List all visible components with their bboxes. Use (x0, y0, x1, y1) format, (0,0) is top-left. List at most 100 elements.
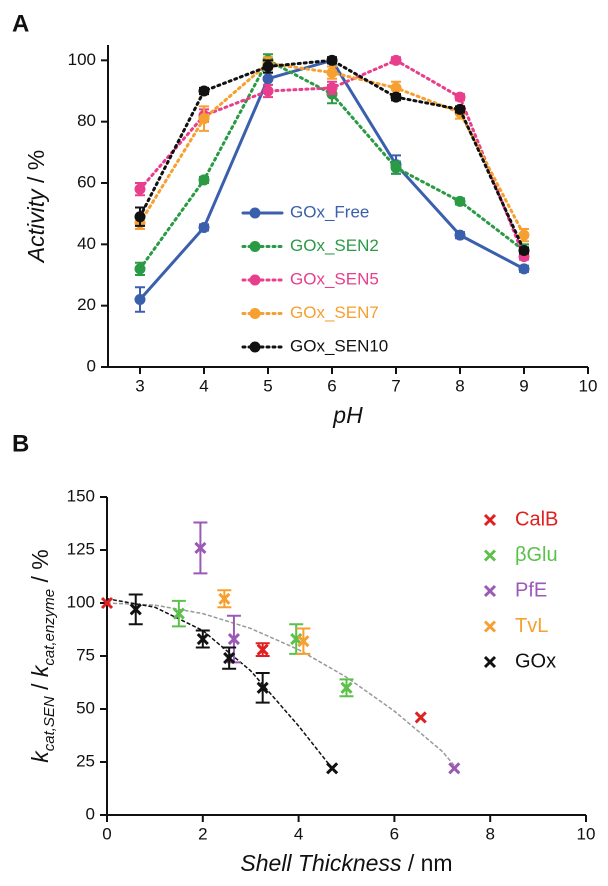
data-point (262, 85, 274, 97)
data-point (256, 681, 269, 694)
data-point (448, 762, 461, 775)
data-point (518, 244, 530, 256)
y-tick-label: 50 (76, 698, 95, 717)
axis-title-part: k (27, 664, 53, 677)
data-point (326, 54, 338, 66)
axis-title-part: / (27, 677, 53, 696)
legend-label: TvL (515, 615, 548, 637)
data-point (390, 82, 402, 94)
data-point (218, 592, 231, 605)
axis-title-part: cat,enzyme (41, 589, 58, 666)
data-point (227, 632, 240, 646)
data-point (172, 607, 185, 620)
y-tick-label: 40 (77, 234, 96, 253)
data-point (390, 162, 402, 174)
legend-marker (483, 655, 497, 669)
y-tick-label: 150 (67, 486, 95, 505)
y-tick-label: 60 (77, 172, 96, 191)
data-point (198, 221, 210, 233)
x-tick-label: 9 (519, 376, 528, 395)
data-point (518, 229, 530, 241)
axis-title-part: / % (23, 150, 49, 190)
data-point (198, 174, 210, 186)
data-point (134, 183, 146, 195)
data-point (414, 711, 427, 724)
legend-label: CalB (515, 508, 558, 530)
legend-label: βGlu (515, 544, 558, 566)
x-tick-label: 7 (391, 376, 400, 395)
legend-marker (249, 241, 261, 252)
data-point (326, 67, 338, 79)
data-point (129, 603, 142, 616)
data-point (223, 652, 236, 665)
data-point (454, 91, 466, 103)
x-tick-label: 6 (327, 376, 336, 395)
x-tick-label: 2 (198, 824, 207, 843)
legend-marker (483, 549, 497, 562)
data-point (198, 85, 210, 97)
data-point (297, 635, 310, 648)
y-tick-label: 125 (67, 539, 95, 558)
x-tick-label: 4 (294, 824, 303, 843)
legend-label: GOx_Free (290, 202, 369, 221)
x-tick-label: 4 (199, 376, 208, 395)
legend-label: GOx_SEN5 (290, 269, 379, 288)
axis-title-part: Activity (23, 188, 49, 264)
axis-title: Shell Thickness / nm (240, 850, 452, 876)
data-point (326, 82, 338, 94)
fit-curve (106, 602, 458, 769)
legend-marker (483, 584, 497, 598)
data-point (340, 681, 353, 694)
x-tick-label: 10 (577, 824, 596, 843)
data-point (454, 229, 466, 241)
legend-label: GOx_SEN10 (290, 336, 388, 355)
data-point (326, 762, 339, 775)
x-tick-label: 8 (485, 824, 494, 843)
legend-label: GOx_SEN7 (290, 303, 379, 322)
legend-marker (249, 207, 261, 219)
data-point (262, 73, 274, 85)
axis-title-part: / % (27, 549, 53, 589)
legend-label: GOx (515, 650, 556, 672)
axis-title: kcat,SEN / kcat,enzyme / % (27, 549, 58, 763)
legend-marker (483, 513, 497, 527)
legend-marker (249, 274, 261, 286)
data-point (134, 294, 146, 306)
y-tick-label: 75 (76, 645, 95, 664)
y-tick-label: 100 (68, 50, 96, 69)
data-point (518, 263, 530, 275)
y-tick-label: 20 (77, 295, 96, 314)
axis-title-part: cat,SEN (41, 696, 58, 751)
y-tick-label: 100 (67, 592, 95, 611)
x-tick-label: 8 (455, 376, 464, 395)
data-point (134, 211, 146, 223)
y-tick-label: 0 (87, 356, 96, 375)
panel-label: A (12, 10, 29, 37)
y-tick-label: 0 (86, 804, 95, 823)
axis-title-part: / nm (401, 850, 452, 876)
x-tick-label: 3 (135, 376, 144, 395)
data-point (262, 60, 274, 72)
axis-title-part: k (27, 750, 53, 763)
legend-label: GOx_SEN2 (290, 236, 379, 255)
legend-marker (249, 308, 261, 319)
panel-label: B (12, 430, 29, 457)
x-tick-label: 6 (390, 824, 399, 843)
legend-label: PfE (515, 579, 547, 601)
data-point (194, 541, 207, 554)
x-tick-label: 0 (102, 824, 111, 843)
data-point (454, 195, 466, 207)
axis-title-part: Shell Thickness (240, 850, 402, 876)
y-tick-label: 25 (76, 751, 95, 770)
data-point (198, 113, 210, 125)
data-point (196, 632, 209, 646)
data-point (134, 263, 146, 275)
y-tick-label: 80 (77, 111, 96, 130)
data-point (390, 54, 402, 66)
legend-marker (483, 620, 497, 633)
data-point (100, 596, 114, 610)
data-point (390, 91, 402, 103)
x-tick-label: 5 (263, 376, 272, 395)
x-tick-label: 10 (579, 376, 598, 395)
